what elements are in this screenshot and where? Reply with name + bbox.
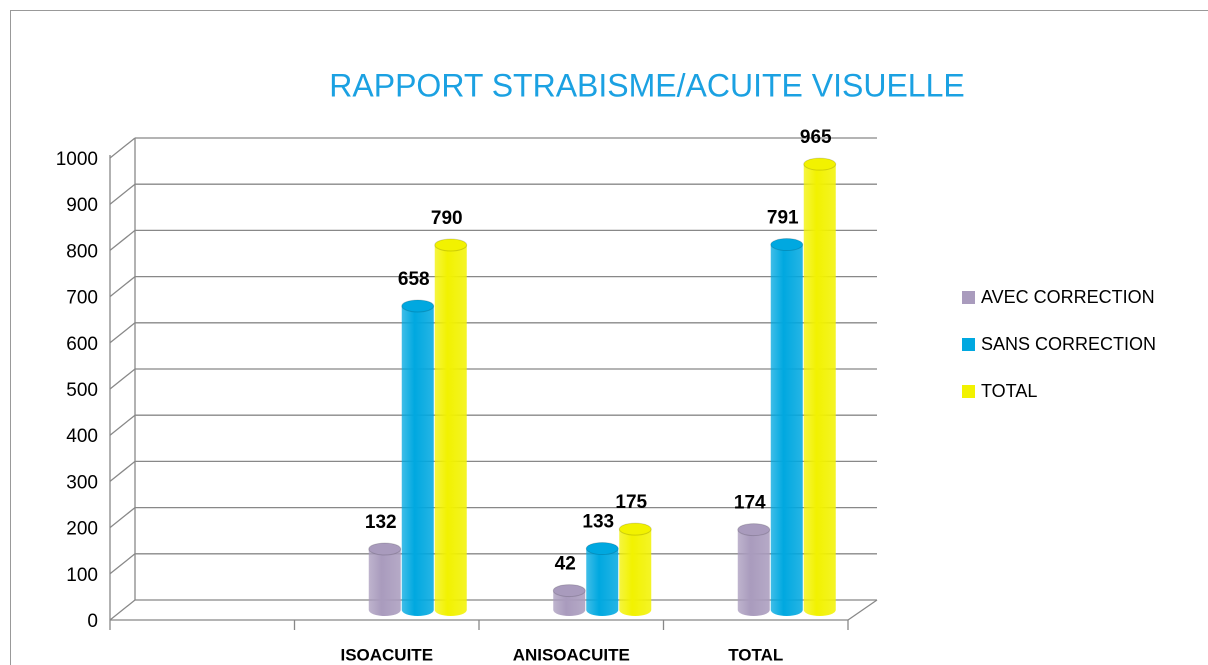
bar <box>401 299 435 616</box>
data-label: 790 <box>431 208 463 229</box>
bar <box>552 584 586 616</box>
grid-line-depth <box>109 414 136 436</box>
x-tick-label: ANISOACUITE <box>513 645 630 664</box>
y-tick-label: 600 <box>66 334 98 355</box>
grid-line-depth <box>109 137 136 159</box>
y-tick-label: 300 <box>66 472 98 493</box>
bar <box>618 522 652 616</box>
bar-body <box>553 590 586 616</box>
y-tick-label: 700 <box>66 288 98 309</box>
bar <box>770 238 804 617</box>
bar-body <box>803 164 836 617</box>
bar-top <box>803 157 837 171</box>
bar-body <box>434 245 467 616</box>
bar <box>434 238 468 616</box>
bar-top <box>434 238 468 252</box>
x-tick-label: TOTAL <box>728 645 783 664</box>
y-tick-label: 800 <box>66 241 98 262</box>
bar <box>737 523 771 616</box>
grid-line-depth <box>109 599 136 621</box>
bar <box>585 542 619 616</box>
y-tick-label: 200 <box>66 519 98 540</box>
bar-body <box>586 548 619 616</box>
bar-body <box>619 529 652 616</box>
bar-top <box>618 522 652 536</box>
data-label: 133 <box>582 512 614 533</box>
grid-line-depth <box>109 276 136 298</box>
bar <box>803 157 837 617</box>
grid-line-depth <box>109 507 136 529</box>
grid-line-depth <box>109 553 136 575</box>
legend-label: TOTAL <box>981 381 1037 401</box>
legend-swatch <box>962 338 975 351</box>
grid-line-depth <box>109 368 136 390</box>
legend-label: AVEC CORRECTION <box>981 287 1155 307</box>
y-tick-label: 400 <box>66 426 98 447</box>
legend-swatch <box>962 291 975 304</box>
grid-line-depth <box>109 322 136 344</box>
data-label: 174 <box>734 493 766 514</box>
grid-line-depth <box>109 229 136 251</box>
data-label: 42 <box>555 554 576 575</box>
bar <box>368 542 402 616</box>
data-label: 791 <box>767 208 799 229</box>
data-label: 965 <box>800 127 832 148</box>
bar-body <box>401 306 434 616</box>
bar-top <box>368 542 402 556</box>
chart-title: RAPPORT STRABISME/ACUITE VISUELLE <box>329 67 964 103</box>
y-tick-label: 500 <box>66 380 98 401</box>
x-tick-label: ISOACUITE <box>340 645 433 664</box>
legend-label: SANS CORRECTION <box>981 334 1156 354</box>
grid-line-depth <box>109 183 136 205</box>
bar-top <box>737 523 771 537</box>
bar-top <box>770 238 804 252</box>
bar-body <box>368 549 401 616</box>
bar-top <box>552 584 586 598</box>
y-tick-label: 1000 <box>56 149 98 170</box>
data-label: 132 <box>365 512 397 533</box>
legend-swatch <box>962 385 975 398</box>
bar-top <box>401 299 435 313</box>
data-label: 658 <box>398 269 430 290</box>
y-tick-label: 900 <box>66 195 98 216</box>
y-tick-label: 0 <box>87 611 98 632</box>
data-label: 175 <box>615 492 647 513</box>
y-tick-label: 100 <box>66 565 98 586</box>
floor-edge <box>847 599 878 621</box>
bar-body <box>737 529 770 616</box>
bar-top <box>585 542 619 556</box>
grid-line-depth <box>109 460 136 482</box>
bar-body <box>770 244 803 617</box>
